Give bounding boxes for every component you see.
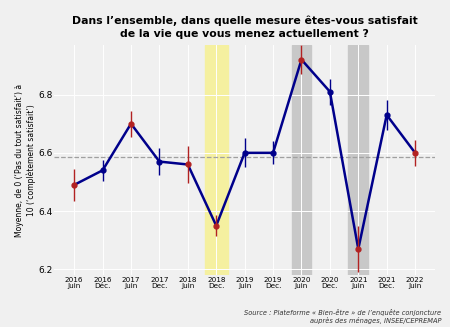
- Title: Dans l’ensemble, dans quelle mesure êtes-vous satisfait
de la vie que vous menez: Dans l’ensemble, dans quelle mesure êtes…: [72, 15, 418, 39]
- Y-axis label: Moyenne, de 0 (‘Pas du tout satisfait’) à
10 (‘complètement satisfait’): Moyenne, de 0 (‘Pas du tout satisfait’) …: [15, 84, 36, 237]
- Bar: [292, 45, 311, 275]
- Bar: [348, 45, 368, 275]
- Text: Source : Plateforme « Bien-être » de l’enquête conjoncture
auprès des ménages, I: Source : Plateforme « Bien-être » de l’e…: [244, 309, 441, 324]
- Bar: [205, 45, 228, 275]
